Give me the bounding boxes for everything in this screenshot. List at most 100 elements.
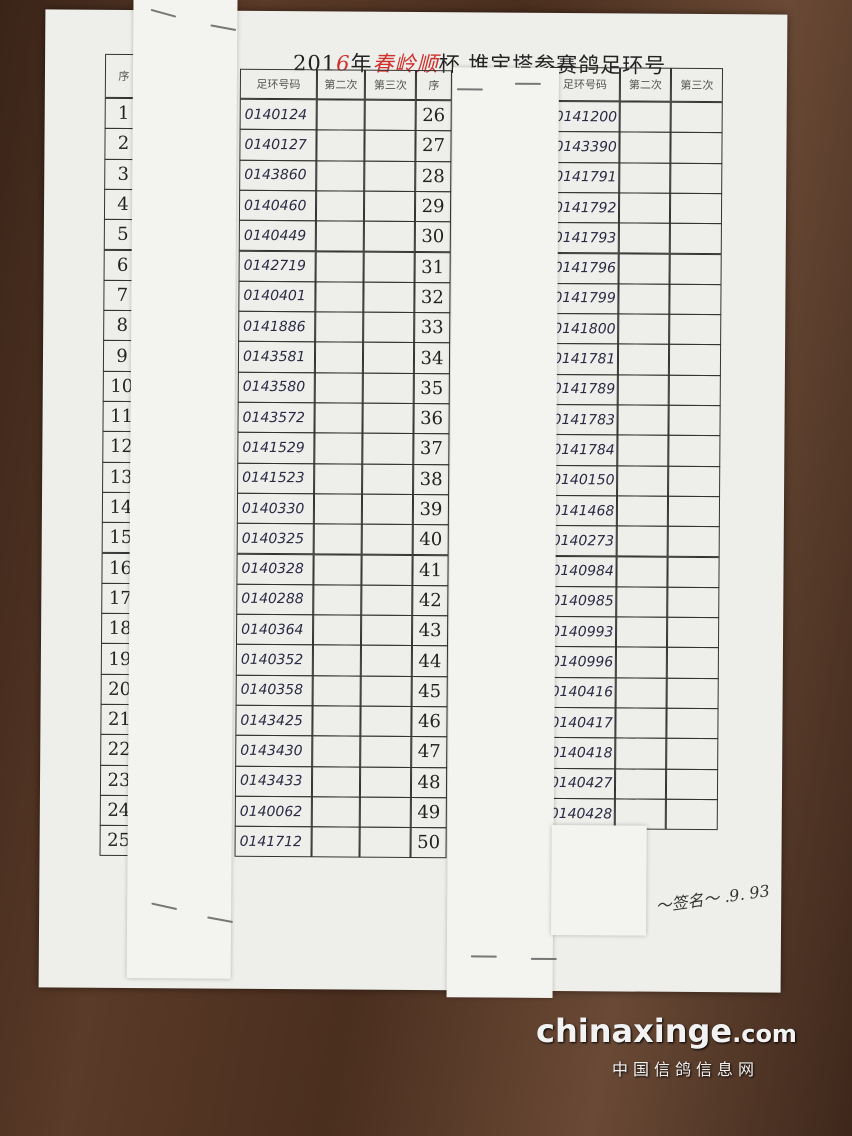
row-third-cell bbox=[360, 614, 413, 647]
row-ring-number: 0141886 bbox=[238, 310, 316, 343]
row-seq: 46 bbox=[411, 705, 448, 738]
row-ring-number: 0140449 bbox=[238, 219, 316, 252]
row-seq: 45 bbox=[411, 675, 448, 708]
row-second-cell bbox=[311, 796, 360, 828]
row-seq: 31 bbox=[414, 251, 451, 284]
row-third-cell bbox=[362, 372, 414, 404]
row-ring-number: 0141781 bbox=[547, 343, 619, 376]
row-third-cell bbox=[669, 253, 722, 285]
row-seq: 35 bbox=[413, 372, 450, 405]
row-second-cell bbox=[615, 646, 667, 679]
row-third-cell bbox=[666, 707, 719, 740]
row-ring-number: 0143572 bbox=[237, 401, 315, 434]
row-ring-number: 0140993 bbox=[545, 616, 617, 648]
row-third-cell bbox=[668, 404, 721, 437]
row-ring-number: 0140330 bbox=[236, 492, 315, 525]
row-seq: 39 bbox=[412, 493, 450, 526]
row-third-cell bbox=[668, 465, 721, 498]
row-ring-number: 0141712 bbox=[234, 825, 312, 858]
row-third-cell bbox=[359, 796, 411, 829]
row-second-cell bbox=[616, 555, 668, 588]
row-seq: 38 bbox=[413, 463, 450, 496]
row-seq: 33 bbox=[414, 312, 451, 344]
row-third-cell bbox=[360, 705, 412, 738]
row-ring-number: 0141200 bbox=[549, 100, 620, 133]
row-third-cell bbox=[363, 251, 415, 283]
row-ring-number: 0140288 bbox=[236, 583, 314, 616]
row-second-cell bbox=[316, 159, 365, 192]
row-ring-number: 0140062 bbox=[234, 795, 312, 828]
row-third-cell bbox=[670, 101, 723, 134]
row-ring-number: 0140150 bbox=[547, 464, 618, 497]
row-ring-number: 0143860 bbox=[239, 159, 317, 192]
watermark-brand: chinaxinge.com bbox=[536, 1012, 797, 1050]
row-ring-number: 0140460 bbox=[238, 189, 317, 222]
row-third-cell bbox=[668, 374, 721, 407]
row-second-cell bbox=[312, 735, 361, 768]
header-second: 第二次 bbox=[316, 69, 366, 100]
row-seq: 42 bbox=[412, 584, 449, 617]
header-second-2: 第二次 bbox=[619, 67, 672, 102]
row-third-cell bbox=[361, 554, 413, 586]
row-ring-number: 0143430 bbox=[235, 735, 313, 767]
watermark-brand-text: chinaxinge bbox=[536, 1012, 733, 1050]
row-ring-number: 0141523 bbox=[237, 462, 315, 495]
row-seq: 50 bbox=[410, 827, 447, 859]
row-ring-number: 0143581 bbox=[237, 341, 316, 373]
header-seq-2: 序 bbox=[415, 70, 453, 101]
staple bbox=[456, 88, 483, 91]
row-third-cell bbox=[363, 220, 415, 253]
row-third-cell bbox=[361, 523, 413, 556]
row-third-cell bbox=[667, 525, 720, 558]
row-ring-number: 0140984 bbox=[546, 555, 617, 588]
row-second-cell bbox=[312, 644, 361, 677]
row-second-cell bbox=[617, 374, 669, 406]
row-seq: 26 bbox=[415, 100, 452, 132]
row-third-cell bbox=[364, 129, 416, 162]
cover-note bbox=[550, 824, 647, 936]
row-ring-number: 0141791 bbox=[549, 161, 620, 194]
row-third-cell bbox=[670, 162, 723, 195]
row-third-cell bbox=[360, 645, 412, 677]
row-ring-number: 0141529 bbox=[237, 432, 315, 464]
row-ring-number: 0141789 bbox=[547, 373, 618, 406]
row-second-cell bbox=[614, 768, 667, 800]
row-seq: 49 bbox=[410, 796, 447, 829]
row-second-cell bbox=[313, 584, 362, 616]
row-third-cell bbox=[666, 616, 720, 649]
row-third-cell bbox=[362, 402, 414, 435]
header-ring: 足环号码 bbox=[239, 68, 318, 100]
row-seq: 36 bbox=[413, 403, 450, 435]
row-second-cell bbox=[618, 313, 670, 346]
row-second-cell bbox=[314, 341, 364, 374]
row-ring-number: 0143425 bbox=[235, 704, 313, 737]
row-third-cell bbox=[670, 132, 723, 164]
row-ring-number: 0140401 bbox=[238, 280, 316, 313]
row-second-cell bbox=[312, 674, 361, 707]
header-third-2: 第三次 bbox=[670, 67, 724, 103]
row-second-cell bbox=[315, 311, 364, 344]
row-third-cell bbox=[364, 99, 416, 132]
row-second-cell bbox=[316, 99, 365, 131]
row-third-cell bbox=[361, 584, 413, 617]
row-second-cell bbox=[311, 826, 360, 859]
row-third-cell bbox=[669, 283, 722, 316]
header-ring-2: 足环号码 bbox=[549, 66, 621, 102]
row-ring-number: 0141793 bbox=[548, 222, 619, 254]
row-seq: 27 bbox=[415, 130, 452, 162]
row-third-cell bbox=[669, 192, 723, 225]
row-ring-number: 0143433 bbox=[234, 765, 313, 798]
row-ring-number: 0143390 bbox=[549, 131, 620, 164]
staple bbox=[514, 82, 541, 85]
row-third-cell bbox=[665, 768, 719, 801]
row-seq: 48 bbox=[410, 766, 448, 799]
row-second-cell bbox=[619, 101, 671, 134]
row-seq: 37 bbox=[413, 433, 450, 465]
row-seq: 34 bbox=[413, 342, 451, 374]
row-second-cell bbox=[615, 677, 667, 709]
row-ring-number: 0141792 bbox=[548, 191, 620, 224]
row-third-cell bbox=[363, 190, 416, 223]
row-third-cell bbox=[666, 677, 719, 710]
row-ring-number: 0140328 bbox=[236, 553, 314, 586]
row-seq: 28 bbox=[415, 160, 452, 193]
